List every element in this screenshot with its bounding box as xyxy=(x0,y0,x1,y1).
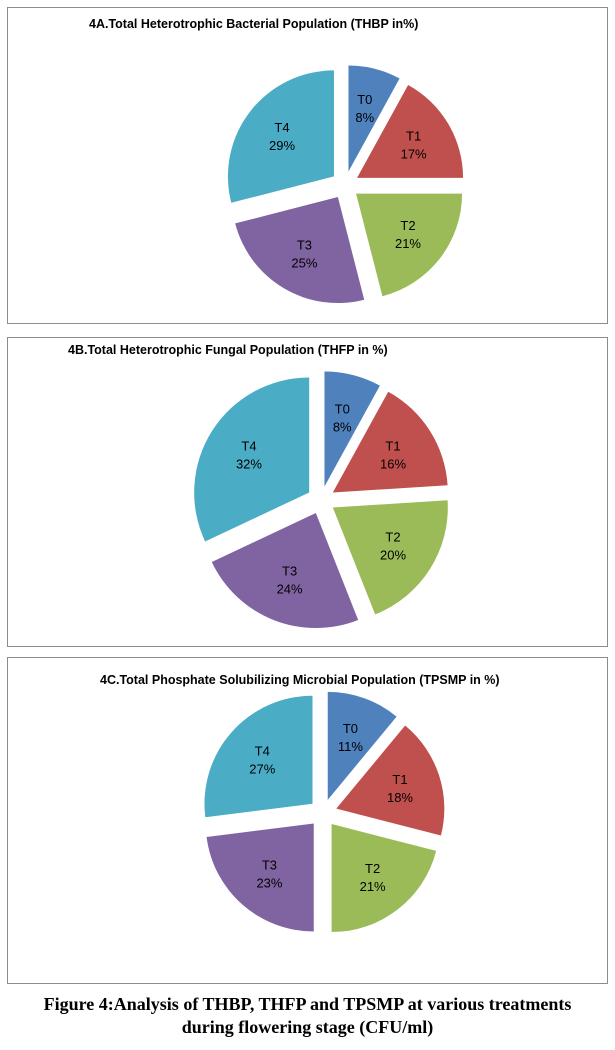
data-label-category: T4 xyxy=(255,743,270,758)
pie-slice-t1 xyxy=(332,391,448,493)
data-label-category: T2 xyxy=(385,530,400,545)
data-label-value: 11% xyxy=(338,739,363,754)
data-label-category: T0 xyxy=(343,721,358,736)
pie-slice-t0 xyxy=(324,371,380,487)
data-label-value: 27% xyxy=(249,761,275,776)
pie-slice-t2 xyxy=(356,193,463,297)
pie-slice-t4 xyxy=(204,695,313,818)
data-label-category: T4 xyxy=(274,120,289,135)
chart-title: 4A.Total Heterotrophic Bacterial Populat… xyxy=(89,17,419,31)
pie-chart-4c: T0 11% T1 18% T2 21% T3 23% T4 27% xyxy=(204,691,445,933)
pie-slice-t0 xyxy=(348,65,400,172)
chart-panel-4c: 4C.Total Phosphate Solubilizing Microbia… xyxy=(7,657,608,984)
data-label-category: T3 xyxy=(262,858,277,873)
data-label-value: 21% xyxy=(360,879,386,894)
pie-slice-t3 xyxy=(211,513,359,629)
data-label-category: T2 xyxy=(400,218,415,233)
data-label-value: 25% xyxy=(291,256,317,271)
data-label-category: T0 xyxy=(357,92,372,107)
data-label-value: 23% xyxy=(256,876,282,891)
pie-slice-t4 xyxy=(227,70,334,203)
pie-slice-t4 xyxy=(194,377,310,542)
data-label-value: 32% xyxy=(236,456,262,471)
data-label-category: T0 xyxy=(335,401,350,416)
caption-line-2: during flowering stage (CFU/ml) xyxy=(181,1017,434,1037)
pie-slice-t3 xyxy=(206,823,314,932)
data-label-category: T1 xyxy=(385,438,400,453)
pie-slice-t3 xyxy=(235,197,365,304)
data-label-value: 18% xyxy=(387,790,413,805)
chart-title: 4B.Total Heterotrophic Fungal Population… xyxy=(68,343,388,357)
data-label-value: 24% xyxy=(277,581,303,596)
data-label-value: 20% xyxy=(380,548,406,563)
pie-slice-t0 xyxy=(327,691,397,800)
data-label-category: T3 xyxy=(282,563,297,578)
pie-slice-t2 xyxy=(331,824,437,933)
pie-slice-t1 xyxy=(336,725,445,836)
chart-panel-4b: 4B.Total Heterotrophic Fungal Population… xyxy=(7,337,608,647)
data-label-value: 21% xyxy=(395,236,421,251)
caption-line-1: Figure 4:Analysis of THBP, THFP and TPSM… xyxy=(43,994,572,1014)
pie-chart-4a: T0 8% T1 17% T2 21% T3 25% T4 29% xyxy=(227,65,464,304)
data-label-value: 8% xyxy=(333,419,352,434)
chart-panel-4a: 4A.Total Heterotrophic Bacterial Populat… xyxy=(7,7,608,324)
data-label-category: T3 xyxy=(297,238,312,253)
data-label-value: 17% xyxy=(401,146,427,161)
pie-chart-4b: T0 8% T1 16% T2 20% T3 24% T4 32% xyxy=(194,371,448,629)
pie-slice-t2 xyxy=(332,500,448,615)
data-label-value: 16% xyxy=(380,456,406,471)
data-label-category: T4 xyxy=(241,438,256,453)
chart-title: 4C.Total Phosphate Solubilizing Microbia… xyxy=(100,673,500,687)
data-label-category: T1 xyxy=(406,128,421,143)
data-label-category: T1 xyxy=(392,772,407,787)
figure-caption: Figure 4:Analysis of THBP, THFP and TPSM… xyxy=(0,993,615,1039)
data-label-value: 8% xyxy=(355,110,374,125)
pie-slice-t1 xyxy=(357,84,464,178)
data-label-value: 29% xyxy=(269,138,295,153)
data-label-category: T2 xyxy=(365,861,380,876)
